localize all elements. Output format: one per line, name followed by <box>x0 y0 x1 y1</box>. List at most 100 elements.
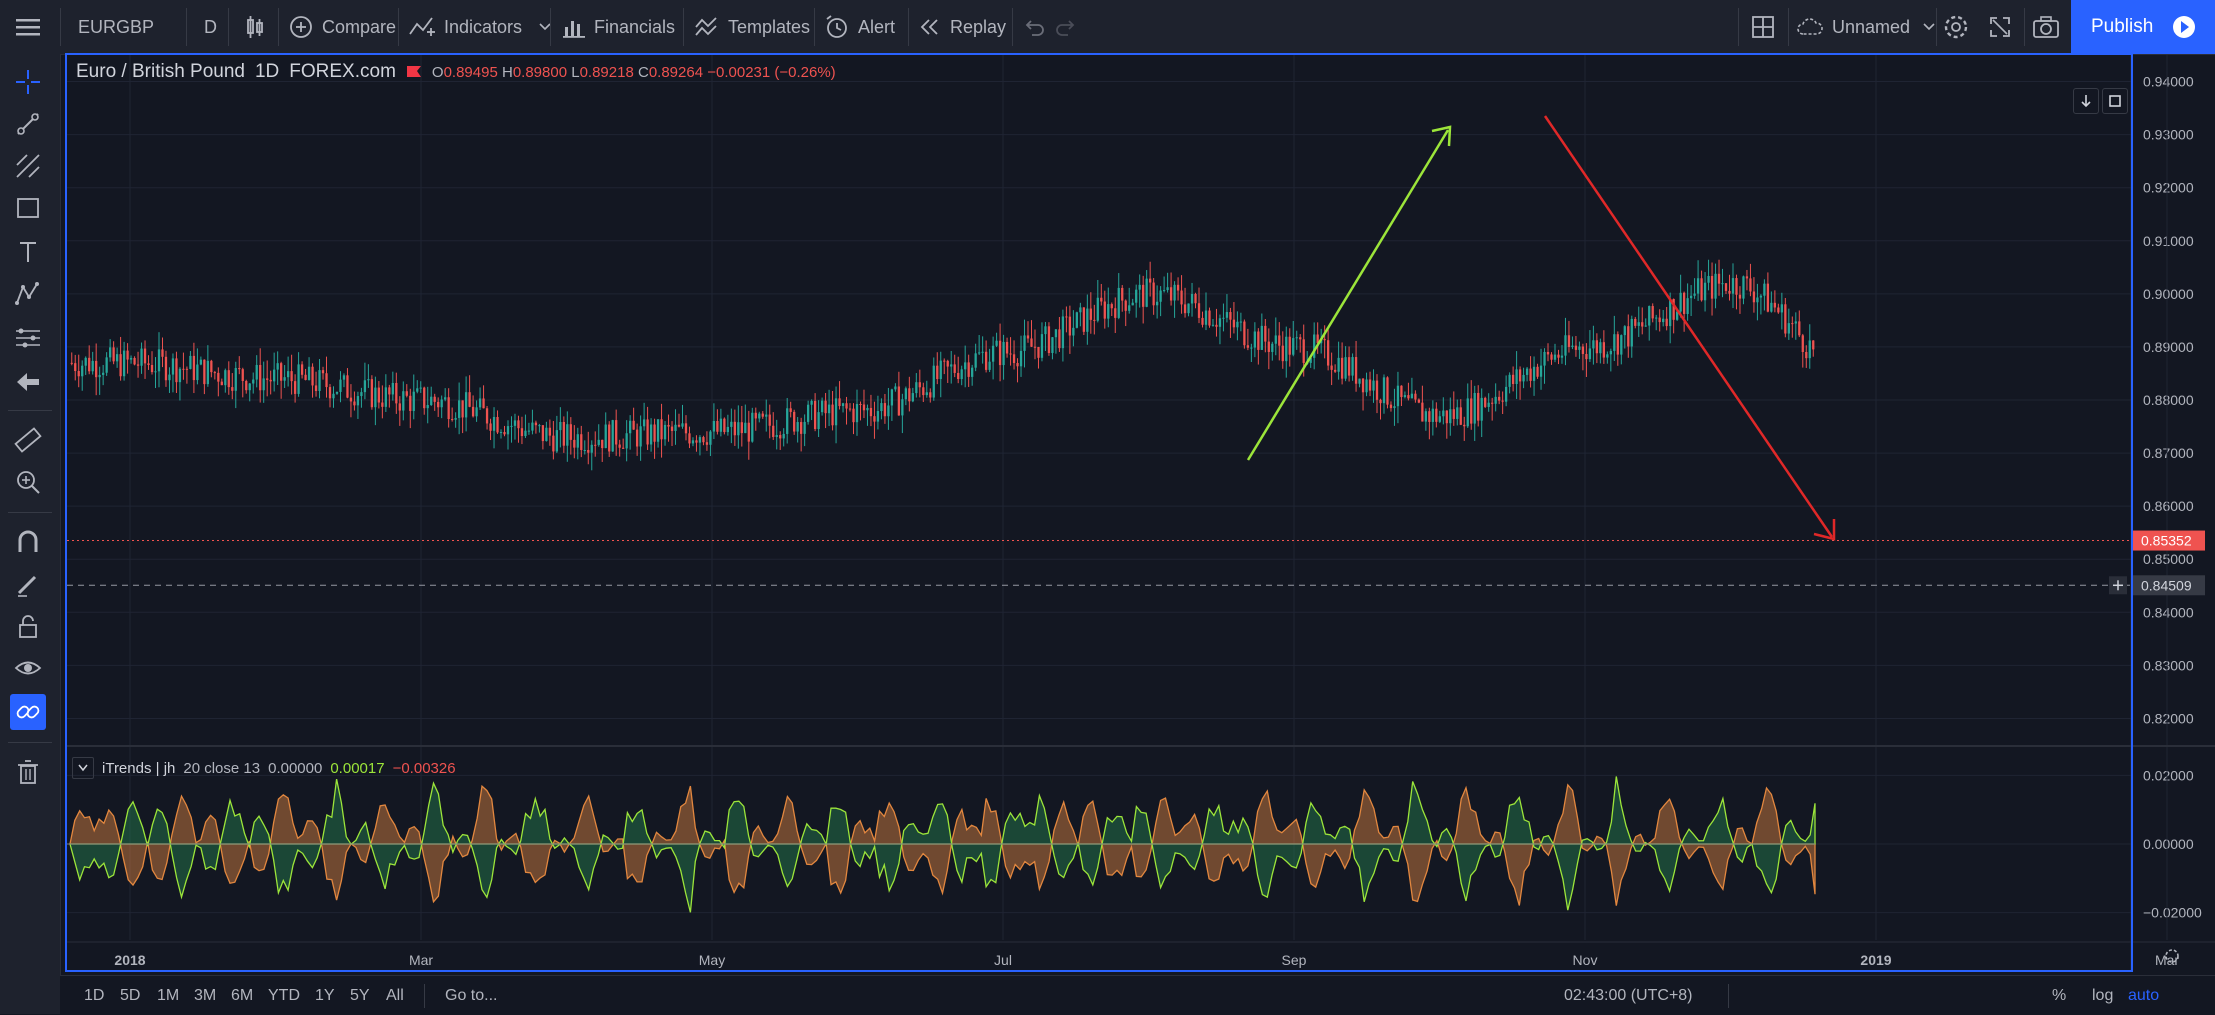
range-1m[interactable]: 1M <box>157 986 180 1004</box>
alert-label: Alert <box>858 16 896 37</box>
symbol-search[interactable]: EURGBP <box>78 16 155 37</box>
link-icon[interactable] <box>10 694 46 730</box>
cloud-icon <box>1797 18 1823 35</box>
goto-button[interactable]: Go to... <box>445 986 498 1004</box>
publish-label: Publish <box>2091 16 2154 37</box>
financials-button[interactable]: Financials <box>562 0 675 54</box>
price-axis-label: 0.87000 <box>2143 445 2194 461</box>
current-price-tag <box>2133 530 2205 551</box>
price-axis-label: 0.88000 <box>2143 392 2194 408</box>
time-axis-label: Mar <box>2155 952 2179 968</box>
flag-icon <box>406 66 421 77</box>
crosshair-icon[interactable] <box>10 64 46 100</box>
compare-label: Compare <box>322 16 397 37</box>
chart-legend: Euro / British Pound 1D FOREX.com O0.894… <box>76 58 836 86</box>
magnet-icon[interactable] <box>10 524 46 560</box>
range-1d[interactable]: 1D <box>84 986 105 1004</box>
indicator-value-2: 0.00017 <box>330 759 385 777</box>
arrow-down-icon <box>2081 95 2091 108</box>
plus-circle-icon <box>290 16 312 38</box>
publish-button[interactable]: Publish <box>2071 0 2215 54</box>
indicator-name[interactable]: iTrends | jh <box>102 759 176 777</box>
fullscreen-icon[interactable] <box>1988 0 2012 54</box>
log-toggle[interactable]: log <box>2092 986 2114 1004</box>
legend-interval: 1D <box>254 61 280 82</box>
indicators-label: Indicators <box>444 16 523 37</box>
menu-icon[interactable] <box>14 0 42 54</box>
eye-icon[interactable] <box>10 650 46 686</box>
symbol-title[interactable]: Euro / British Pound <box>76 61 245 82</box>
range-5y[interactable]: 5Y <box>350 986 370 1004</box>
indicators-button[interactable]: Indicators <box>408 0 552 54</box>
price-axis-label: 0.92000 <box>2143 180 2194 196</box>
crosshair-price-label: 0.84509 <box>2141 577 2192 593</box>
rewind-icon <box>920 19 938 35</box>
indicator-value-3: −0.00326 <box>392 759 456 777</box>
price-axis-label: 0.93000 <box>2143 127 2194 143</box>
collapse-button[interactable] <box>72 757 94 779</box>
axis-settings-gear-icon <box>2165 949 2179 963</box>
text-tool-icon[interactable] <box>10 234 46 270</box>
ohlc-values: O0.89495 H0.89800 L0.89218 C0.89264 −0.0… <box>431 63 836 81</box>
price-axis-label: 0.84000 <box>2143 604 2194 620</box>
replay-label: Replay <box>950 16 1007 37</box>
crosshair-price-tag <box>2133 575 2205 596</box>
alert-button[interactable]: Alert <box>824 0 895 54</box>
alarm-clock-icon <box>826 15 847 38</box>
play-circle-icon <box>2173 16 2196 38</box>
pattern-icon[interactable] <box>10 276 46 312</box>
financials-icon <box>563 21 585 38</box>
financials-label: Financials <box>594 16 676 37</box>
layout-grid-icon[interactable] <box>1750 0 1776 54</box>
compare-button[interactable]: Compare <box>288 0 396 54</box>
candles-icon[interactable] <box>242 0 268 54</box>
maximize-pane-button[interactable] <box>2102 88 2128 114</box>
range-1y[interactable]: 1Y <box>315 986 335 1004</box>
indicator-legend: iTrends | jh 20 close 13 0.00000 0.00017… <box>72 756 456 780</box>
lock-icon[interactable] <box>10 608 46 644</box>
range-3m[interactable]: 3M <box>194 986 217 1004</box>
pitchfork-icon[interactable] <box>10 148 46 184</box>
bottom-toolbar: 1D 5D 1M 3M 6M YTD 1Y 5Y All Go to... 02… <box>60 975 2215 1015</box>
templates-button[interactable]: Templates <box>694 0 810 54</box>
interval-button[interactable]: D <box>204 16 217 37</box>
gear-icon <box>2165 949 2179 963</box>
range-6m[interactable]: 6M <box>231 986 254 1004</box>
zoom-icon[interactable] <box>10 464 46 500</box>
range-ytd[interactable]: YTD <box>268 986 300 1004</box>
chart-frame <box>65 53 2133 972</box>
indicator-axis-label: 0.02000 <box>2143 767 2194 783</box>
chevron-down-icon <box>539 23 551 31</box>
settings-gear-icon[interactable] <box>1942 0 1970 54</box>
scroll-down-button[interactable] <box>2073 88 2099 114</box>
clock[interactable]: 02:43:00 (UTC+8) <box>1564 986 1693 1004</box>
auto-toggle[interactable]: auto <box>2128 986 2160 1004</box>
replay-button[interactable]: Replay <box>918 0 1006 54</box>
layout-name-button[interactable]: Unnamed <box>1796 0 1936 54</box>
undo-icon[interactable] <box>1022 0 1046 54</box>
percent-toggle[interactable]: % <box>2052 986 2067 1004</box>
redo-icon[interactable] <box>1054 0 1078 54</box>
price-axis-label: 0.94000 <box>2143 74 2194 90</box>
trend-line-icon[interactable] <box>10 106 46 142</box>
range-5d[interactable]: 5D <box>120 986 141 1004</box>
templates-icon <box>695 17 717 36</box>
indicator-axis-label: −0.02000 <box>2143 905 2202 921</box>
indicator-params: 20 close 13 <box>183 759 261 777</box>
camera-icon[interactable] <box>2032 0 2060 54</box>
range-all[interactable]: All <box>386 986 404 1004</box>
maximize-icon <box>2109 95 2121 107</box>
price-axis-label: 0.89000 <box>2143 339 2194 355</box>
rectangle-icon[interactable] <box>10 190 46 226</box>
stay-drawing-icon[interactable] <box>10 566 46 602</box>
price-axis-label: 0.91000 <box>2143 233 2194 249</box>
price-axis-label: 0.90000 <box>2143 286 2194 302</box>
arrow-left-icon[interactable] <box>10 364 46 400</box>
templates-label: Templates <box>728 16 811 37</box>
layout-name-label: Unnamed <box>1832 16 1911 37</box>
prediction-icon[interactable] <box>10 320 46 356</box>
price-axis-label: 0.85000 <box>2143 551 2194 567</box>
trash-icon[interactable] <box>10 754 46 790</box>
ruler-icon[interactable] <box>10 422 46 458</box>
legend-exchange: FOREX.com <box>289 61 396 82</box>
